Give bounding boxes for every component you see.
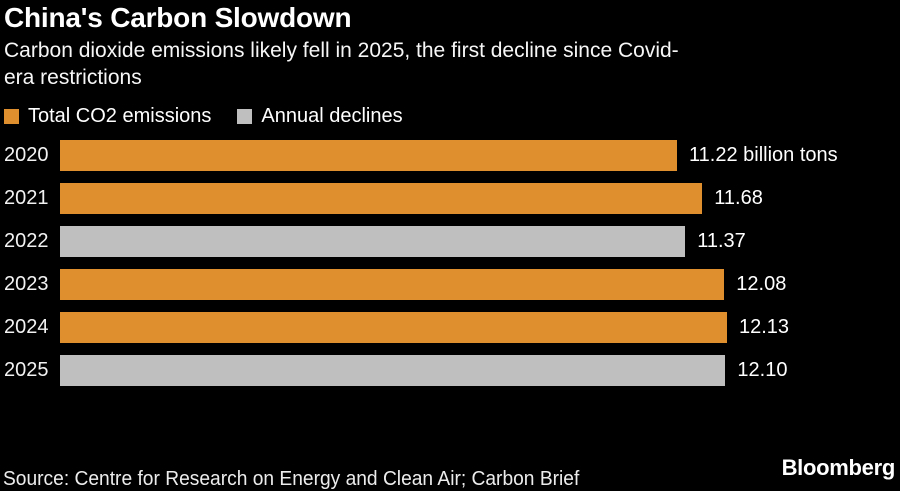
chart-subtitle: Carbon dioxide emissions likely fell in …: [4, 37, 894, 91]
bar-value-label: 12.08: [736, 273, 787, 295]
bloomberg-logo: Bloomberg: [781, 455, 896, 480]
axis-year-label: 2024: [4, 316, 49, 338]
legend-label: Total CO2 emissions: [28, 105, 212, 127]
chart-row: 2025 12.10: [4, 355, 894, 386]
source-credit: Source: Centre for Research on Energy an…: [3, 468, 580, 490]
chart-row: 2020 11.22 billion tons: [4, 140, 894, 171]
legend-swatch: [4, 109, 19, 124]
axis-year-label: 2023: [4, 273, 49, 295]
legend-item-declines: Annual declines: [237, 105, 403, 128]
chart-row: 2022 11.37: [4, 226, 894, 257]
bar-value-label: 11.68: [714, 187, 763, 209]
chart-row: 2024 12.13: [4, 312, 894, 343]
chart-card: China's Carbon Slowdown Carbon dioxide e…: [4, 2, 894, 386]
legend: Total CO2 emissions Annual declines: [4, 105, 894, 128]
bar: [60, 355, 726, 386]
chart-row: 2021 11.68: [4, 183, 894, 214]
legend-swatch: [237, 109, 253, 124]
bar: [60, 312, 727, 343]
bar-value-label: 12.10: [737, 359, 788, 381]
bar: [60, 226, 686, 257]
legend-label: Annual declines: [261, 105, 403, 127]
bar: [60, 269, 725, 300]
bar-value-label: 11.37: [697, 230, 746, 252]
bar-value-label: 12.13: [739, 316, 790, 338]
chart-row: 2023 12.08: [4, 269, 894, 300]
bar-chart: 2020 11.22 billion tons 2021 11.68 2022 …: [4, 140, 894, 386]
chart-title: China's Carbon Slowdown: [4, 2, 352, 33]
subtitle-line-2: era restrictions: [4, 66, 142, 89]
subtitle-line-1: Carbon dioxide emissions likely fell in …: [4, 39, 679, 62]
axis-year-label: 2022: [4, 230, 49, 252]
bar: [60, 140, 677, 171]
legend-item-total: Total CO2 emissions: [4, 105, 211, 128]
bar-value-label: 11.22 billion tons: [689, 144, 838, 166]
axis-year-label: 2020: [4, 144, 49, 166]
axis-year-label: 2021: [4, 187, 49, 209]
bar: [60, 183, 703, 214]
axis-year-label: 2025: [4, 359, 49, 381]
